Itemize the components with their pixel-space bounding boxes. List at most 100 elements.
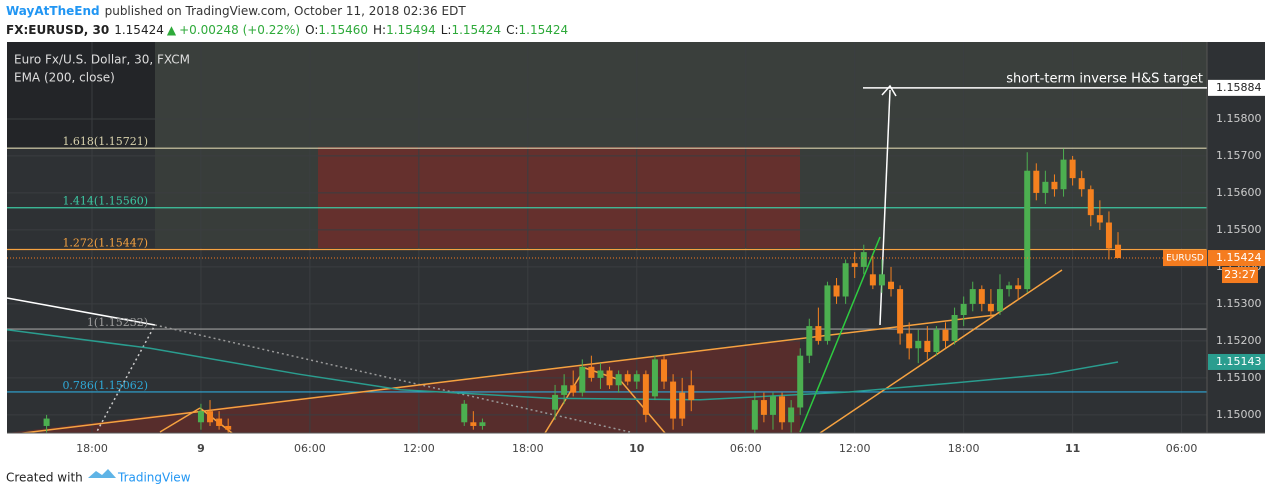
candle-body bbox=[470, 422, 477, 426]
candle-body bbox=[878, 274, 885, 286]
drawing bbox=[154, 324, 631, 433]
x-tick-label: 06:00 bbox=[730, 442, 762, 455]
price-box bbox=[1208, 79, 1265, 96]
y-tick-label: 1.15800 bbox=[1216, 112, 1262, 125]
published: published on TradingView.com, October 11… bbox=[105, 4, 467, 18]
drawing bbox=[819, 269, 1063, 433]
candle-body bbox=[978, 289, 985, 304]
x-tick-label: 12:00 bbox=[403, 442, 435, 455]
candle-body bbox=[670, 381, 677, 419]
candle-body bbox=[869, 274, 876, 286]
x-tick-label: 12:00 bbox=[839, 442, 871, 455]
candle-body bbox=[552, 394, 559, 410]
candle-body bbox=[951, 314, 958, 341]
x-tick-label: 18:00 bbox=[512, 442, 544, 455]
price-box bbox=[1208, 353, 1265, 370]
fib-label: 1(1.15232) bbox=[87, 316, 148, 329]
fib-label: 1.272(1.15447) bbox=[62, 237, 148, 250]
price-label: 1.15424 bbox=[1216, 251, 1262, 264]
header-line: WayAtTheEnd published on TradingView.com,… bbox=[6, 4, 466, 18]
candle-body bbox=[615, 374, 622, 386]
chart-title: Euro Fx/U.S. Dollar, 30, FXCM bbox=[14, 53, 190, 67]
candle-body bbox=[651, 359, 658, 397]
candle-body bbox=[624, 374, 631, 382]
candle-body bbox=[933, 329, 940, 352]
ohlc-value: 1.15424 bbox=[451, 23, 501, 37]
candle-body bbox=[996, 289, 1003, 312]
price-box bbox=[1163, 250, 1207, 267]
ohlc-key: C: bbox=[506, 23, 518, 37]
change: +0.00248 (+0.22%) bbox=[179, 23, 300, 37]
x-tick-label: 06:00 bbox=[1166, 442, 1198, 455]
ohlc-value: 1.15424 bbox=[519, 23, 569, 37]
candle-body bbox=[679, 392, 686, 419]
candle-body bbox=[888, 281, 895, 290]
highlight-box bbox=[318, 147, 800, 248]
candle-body bbox=[960, 303, 967, 315]
candle-body bbox=[588, 366, 595, 378]
drawing bbox=[544, 367, 586, 433]
candle-body bbox=[1069, 159, 1076, 179]
candle-body bbox=[1060, 159, 1067, 190]
zone bbox=[7, 42, 155, 147]
candle-body bbox=[1033, 170, 1040, 193]
brand[interactable]: TradingView bbox=[117, 471, 191, 485]
candle-body bbox=[1096, 215, 1103, 223]
drawing bbox=[159, 407, 201, 433]
price-label: 1.15884 bbox=[1216, 81, 1262, 94]
y-tick-label: 1.15500 bbox=[1216, 223, 1262, 236]
x-tick-label: 18:00 bbox=[76, 442, 108, 455]
price-label: 1.15143 bbox=[1216, 355, 1262, 368]
candle-body bbox=[43, 418, 50, 426]
arrow: ▲ bbox=[167, 23, 177, 37]
plot bbox=[7, 42, 1207, 433]
candle-body bbox=[1087, 189, 1094, 216]
candle-body bbox=[924, 340, 931, 352]
candle-body bbox=[942, 329, 949, 341]
symbol: FX:EURUSD, 30 bbox=[6, 23, 109, 37]
candle-body bbox=[769, 396, 776, 415]
arrow-head bbox=[881, 84, 897, 97]
candle-body bbox=[824, 285, 831, 341]
price-box bbox=[1208, 250, 1265, 267]
zone bbox=[155, 42, 1207, 147]
candle-body bbox=[633, 374, 640, 382]
ohlc-value: 1.15494 bbox=[386, 23, 436, 37]
candle-body bbox=[1024, 170, 1031, 290]
candle-body bbox=[760, 400, 767, 415]
quote-line: FX:EURUSD, 30 1.15424 ▲ +0.00248 (+0.22%) O:… bbox=[6, 23, 568, 37]
ema-line bbox=[7, 329, 1119, 401]
candle-body bbox=[860, 252, 867, 267]
candle-body bbox=[207, 411, 214, 423]
candle-body bbox=[815, 326, 822, 341]
ohlc-key: O: bbox=[305, 23, 318, 37]
y-tick-label: 1.15700 bbox=[1216, 149, 1262, 162]
logo bbox=[88, 469, 116, 478]
drawing bbox=[95, 324, 156, 433]
fib-label: 0.786(1.15062) bbox=[62, 379, 148, 392]
ohlc-key: L: bbox=[441, 23, 452, 37]
candle-body bbox=[579, 366, 586, 393]
x-tick-label: 10 bbox=[629, 442, 645, 455]
drawing bbox=[619, 379, 666, 433]
y-tick-label: 1.15300 bbox=[1216, 297, 1262, 310]
fib-label: 1.618(1.15721) bbox=[62, 135, 148, 148]
candle-body bbox=[897, 289, 904, 334]
candle-body bbox=[969, 289, 976, 304]
last: 1.15424 bbox=[114, 23, 164, 37]
author[interactable]: WayAtTheEnd bbox=[6, 4, 100, 18]
candle-body bbox=[906, 333, 913, 349]
countdown-box bbox=[1222, 267, 1258, 284]
x-tick-label: 18:00 bbox=[948, 442, 980, 455]
indicator-name: EMA (200, close) bbox=[14, 71, 115, 85]
candle-body bbox=[661, 359, 668, 382]
candle-body bbox=[806, 326, 813, 356]
candle-body bbox=[842, 263, 849, 297]
candle-body bbox=[461, 403, 468, 423]
countdown: 23:27 bbox=[1224, 268, 1256, 281]
candle-body bbox=[642, 374, 649, 415]
candle-body bbox=[561, 385, 568, 395]
x-tick-label: 11 bbox=[1065, 442, 1080, 455]
candle-body bbox=[788, 407, 795, 423]
footer: Created with bbox=[6, 471, 83, 485]
